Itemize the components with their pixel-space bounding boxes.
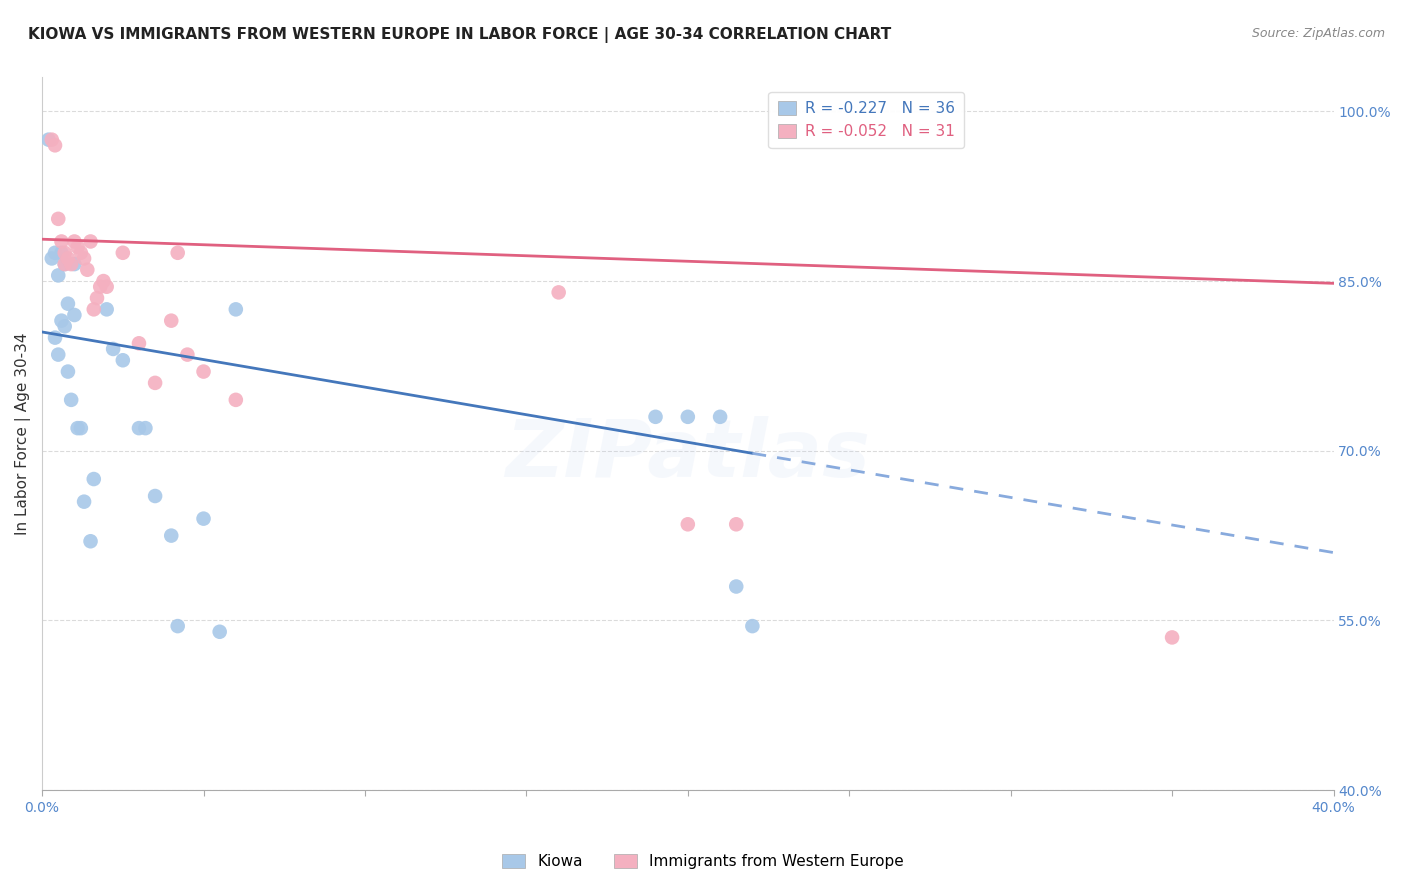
- Text: Source: ZipAtlas.com: Source: ZipAtlas.com: [1251, 27, 1385, 40]
- Point: [193, 365, 215, 379]
- Legend: Kiowa, Immigrants from Western Europe: Kiowa, Immigrants from Western Europe: [496, 848, 910, 875]
- Point: [547, 285, 569, 300]
- Point: [53, 319, 76, 334]
- Point: [225, 392, 247, 407]
- Point: [70, 245, 93, 260]
- Point: [676, 409, 699, 424]
- Point: [51, 235, 73, 249]
- Point: [128, 336, 150, 351]
- Point: [46, 268, 69, 283]
- Point: [96, 302, 118, 317]
- Point: [134, 421, 156, 435]
- Point: [41, 133, 63, 147]
- Point: [53, 257, 76, 271]
- Point: [60, 392, 83, 407]
- Point: [725, 580, 748, 594]
- Point: [83, 302, 105, 317]
- Point: [56, 365, 79, 379]
- Point: [128, 421, 150, 435]
- Point: [44, 245, 66, 260]
- Text: KIOWA VS IMMIGRANTS FROM WESTERN EUROPE IN LABOR FORCE | AGE 30-34 CORRELATION C: KIOWA VS IMMIGRANTS FROM WESTERN EUROPE …: [28, 27, 891, 43]
- Point: [41, 252, 63, 266]
- Point: [96, 279, 118, 293]
- Point: [60, 257, 83, 271]
- Point: [51, 245, 73, 260]
- Point: [143, 376, 166, 390]
- Point: [53, 257, 76, 271]
- Point: [644, 409, 666, 424]
- Point: [56, 252, 79, 266]
- Point: [676, 517, 699, 532]
- Point: [111, 245, 134, 260]
- Point: [63, 257, 86, 271]
- Point: [89, 279, 111, 293]
- Point: [86, 291, 108, 305]
- Point: [63, 235, 86, 249]
- Point: [76, 262, 98, 277]
- Point: [73, 494, 96, 508]
- Point: [44, 331, 66, 345]
- Text: ZIPatlas: ZIPatlas: [505, 417, 870, 494]
- Point: [83, 472, 105, 486]
- Point: [111, 353, 134, 368]
- Point: [53, 245, 76, 260]
- Point: [79, 235, 101, 249]
- Point: [709, 409, 731, 424]
- Point: [66, 421, 89, 435]
- Point: [63, 308, 86, 322]
- Point: [51, 313, 73, 327]
- Point: [66, 240, 89, 254]
- Point: [160, 528, 183, 542]
- Point: [725, 517, 748, 532]
- Point: [166, 619, 188, 633]
- Point: [38, 133, 60, 147]
- Point: [741, 619, 763, 633]
- Point: [1161, 631, 1184, 645]
- Point: [73, 252, 96, 266]
- Point: [143, 489, 166, 503]
- Point: [56, 296, 79, 310]
- Point: [166, 245, 188, 260]
- Point: [101, 342, 124, 356]
- Y-axis label: In Labor Force | Age 30-34: In Labor Force | Age 30-34: [15, 333, 31, 535]
- Point: [176, 348, 198, 362]
- Point: [46, 348, 69, 362]
- Point: [225, 302, 247, 317]
- Point: [70, 421, 93, 435]
- Point: [93, 274, 115, 288]
- Point: [193, 511, 215, 525]
- Legend: R = -0.227   N = 36, R = -0.052   N = 31: R = -0.227 N = 36, R = -0.052 N = 31: [769, 92, 965, 148]
- Point: [160, 313, 183, 327]
- Point: [79, 534, 101, 549]
- Point: [44, 138, 66, 153]
- Point: [46, 211, 69, 226]
- Point: [208, 624, 231, 639]
